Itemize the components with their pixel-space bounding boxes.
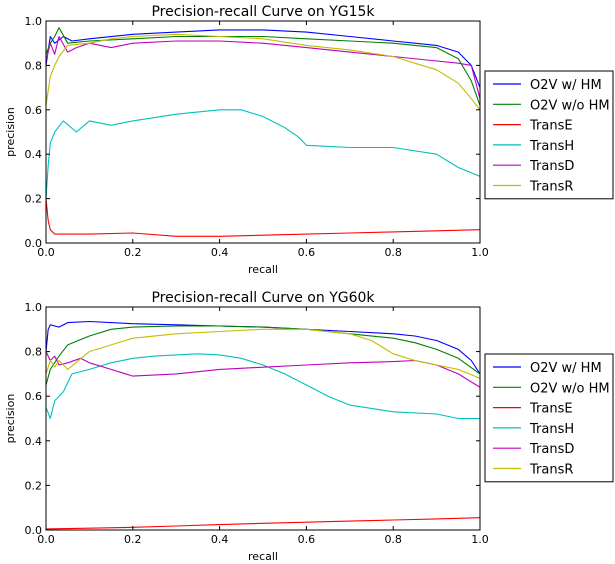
y-tick-label: 0.8	[25, 59, 43, 72]
series-line-2	[46, 27, 480, 106]
y-axis-label: precision	[4, 394, 17, 444]
y-tick-label: 0.0	[25, 237, 43, 250]
x-tick-label: 1.0	[471, 533, 489, 546]
x-axis-label: recall	[248, 550, 278, 563]
series-line-6	[46, 328, 480, 379]
chart-panel-1: Precision-recall Curve on YG15k 0.0 0.2 0.4…	[4, 4, 614, 276]
y-axis-label: precision	[4, 107, 17, 157]
y-tick-label: 0.2	[25, 479, 43, 492]
legend-label: TransR	[529, 180, 573, 195]
y-tick-label: 0.6	[25, 104, 43, 117]
series-line-5	[46, 351, 480, 388]
y-tick-label: 0.4	[25, 435, 43, 448]
series-group	[46, 27, 480, 237]
x-tick-label: 0.0	[37, 533, 55, 546]
series-line-3	[46, 517, 480, 530]
chart-title: Precision-recall Curve on YG60k	[151, 290, 375, 306]
legend-label: O2V w/o HM	[530, 381, 610, 396]
chart-title: Precision-recall Curve on YG15k	[151, 4, 375, 20]
y-tick-label: 1.0	[25, 301, 43, 314]
y-tick-label: 0.6	[25, 390, 43, 403]
series-line-2	[46, 325, 480, 386]
legend-label: TransE	[529, 119, 573, 134]
y-tick-label: 0.8	[25, 346, 43, 359]
legend-label: TransD	[529, 159, 574, 174]
x-tick-label: 0.8	[384, 246, 402, 259]
series-line-5	[46, 35, 480, 99]
series-line-1	[46, 29, 480, 88]
y-tick-label: 1.0	[25, 15, 43, 28]
series-line-3	[46, 198, 480, 237]
x-tick-label: 0.4	[211, 533, 229, 546]
x-tick-label: 0.4	[211, 246, 229, 259]
legend: O2V w/ HM O2V w/o HM TransE TransH TransD Tra…	[484, 70, 614, 200]
x-tick-label: 0.2	[124, 246, 142, 259]
series-group	[46, 320, 480, 530]
legend-label: TransH	[529, 139, 574, 154]
legend-label: O2V w/ HM	[530, 78, 602, 93]
plot-frame	[45, 306, 481, 531]
series-line-4	[46, 109, 480, 199]
legend: O2V w/ HM O2V w/o HM TransE TransH TransD Tra…	[484, 353, 614, 483]
x-tick-label: 0.6	[298, 246, 316, 259]
chart-panel-2: Precision-recall Curve on YG60k 0.0 0.2 0.4…	[4, 290, 614, 563]
legend-label: TransE	[529, 402, 573, 417]
x-tick-label: 0.8	[384, 533, 402, 546]
y-tick-label: 0.4	[25, 148, 43, 161]
legend-box	[484, 353, 614, 483]
y-tick-label: 0.2	[25, 193, 43, 206]
series-line-4	[46, 353, 480, 420]
legend-box	[484, 70, 614, 200]
legend-label: TransD	[529, 442, 574, 457]
x-tick-label: 0.6	[298, 533, 316, 546]
legend-label: TransH	[529, 422, 574, 437]
x-tick-label: 0.2	[124, 533, 142, 546]
x-tick-label: 0.0	[37, 246, 55, 259]
plot-frame	[45, 20, 481, 244]
series-line-6	[46, 33, 480, 111]
legend-label: TransR	[529, 463, 573, 478]
legend-label: O2V w/ HM	[530, 361, 602, 376]
x-axis-label: recall	[248, 263, 278, 276]
x-tick-label: 1.0	[471, 246, 489, 259]
y-tick-label: 0.0	[25, 524, 43, 537]
legend-label: O2V w/o HM	[530, 98, 610, 113]
